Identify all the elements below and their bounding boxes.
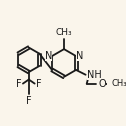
Text: N: N <box>76 51 83 61</box>
Text: F: F <box>16 79 22 89</box>
Text: CH₃: CH₃ <box>56 28 72 37</box>
Text: N: N <box>45 51 52 61</box>
Text: F: F <box>26 96 32 106</box>
Text: O: O <box>98 79 106 89</box>
Text: CH₃: CH₃ <box>111 79 126 88</box>
Text: NH: NH <box>87 70 102 80</box>
Text: F: F <box>36 79 41 89</box>
